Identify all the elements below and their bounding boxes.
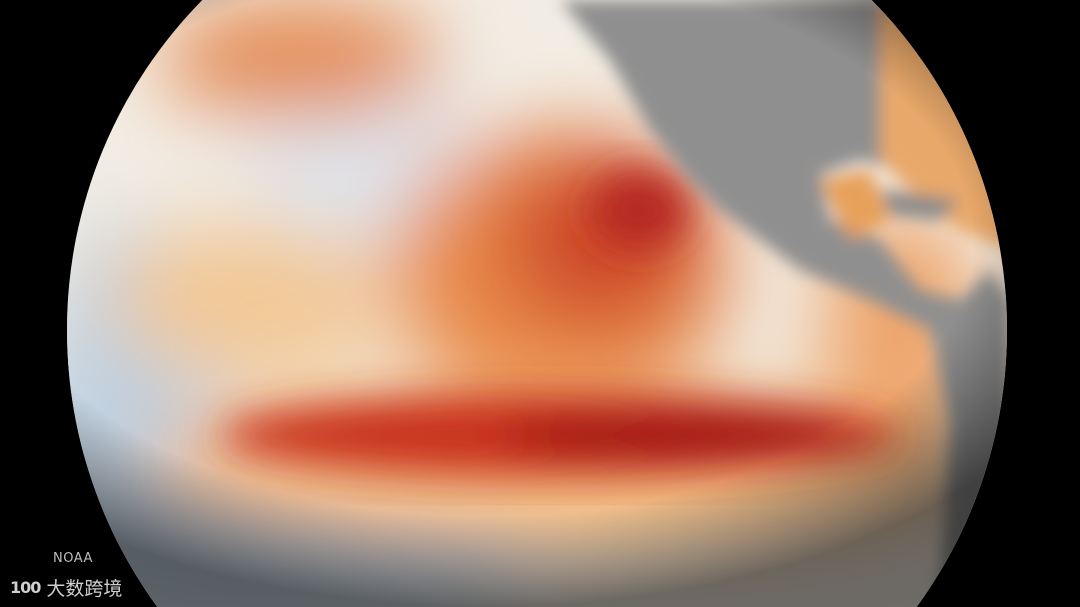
- watermark-text: 大数跨境: [46, 578, 123, 600]
- credit-label: NOAA: [53, 551, 93, 566]
- watermark: 100 大数跨境: [10, 574, 122, 601]
- watermark-logo: 100: [10, 578, 41, 597]
